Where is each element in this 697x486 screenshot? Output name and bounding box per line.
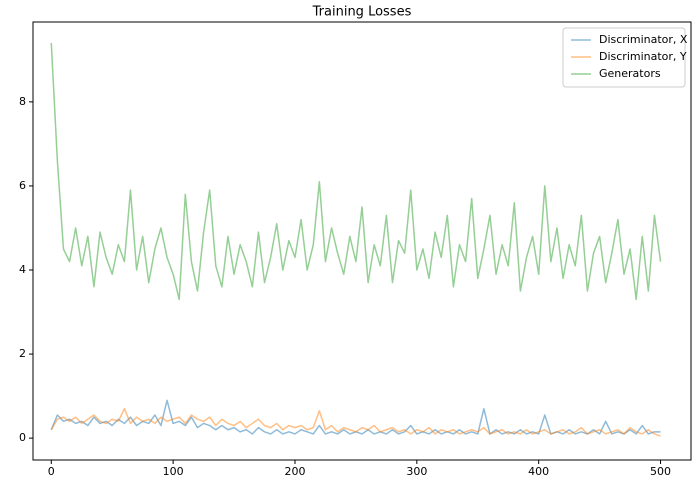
y-tick-label: 4 <box>19 263 26 276</box>
x-tick-label: 300 <box>406 465 427 478</box>
chart-title: Training Losses <box>312 5 412 20</box>
x-tick-label: 0 <box>48 465 55 478</box>
line-series <box>50 42 662 301</box>
legend-label: Discriminator, Y <box>599 50 687 63</box>
x-tick-label: 200 <box>284 465 305 478</box>
x-tick-label: 100 <box>163 465 184 478</box>
y-tick-label: 2 <box>19 347 26 360</box>
line-series <box>50 407 661 437</box>
legend-label: Discriminator, X <box>599 33 688 46</box>
plot-frame <box>32 21 692 461</box>
y-tick-label: 8 <box>19 95 26 108</box>
y-tick-label: 0 <box>19 431 26 444</box>
legend-box <box>562 27 686 88</box>
legend: Discriminator, X Discriminator, Y Generato… <box>562 27 688 88</box>
x-tick-label: 500 <box>650 465 671 478</box>
legend-label: Generators <box>599 67 661 80</box>
line-series <box>50 399 661 435</box>
y-tick-label: 6 <box>19 179 26 192</box>
x-tick-label: 400 <box>528 465 549 478</box>
